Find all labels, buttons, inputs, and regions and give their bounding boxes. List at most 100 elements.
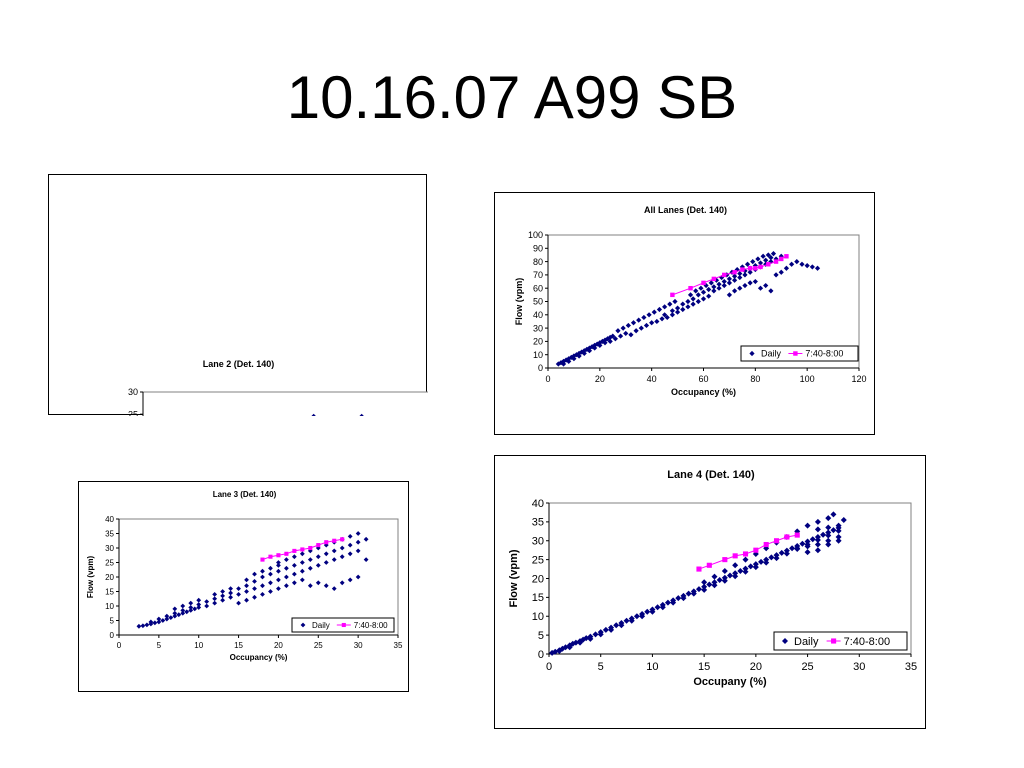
data-point xyxy=(315,563,321,568)
data-point xyxy=(180,607,186,613)
data-point xyxy=(799,540,806,547)
data-point xyxy=(773,272,779,278)
data-point xyxy=(732,270,737,275)
data-point xyxy=(721,567,728,574)
plot-area xyxy=(142,391,428,416)
y-tick-label: 10 xyxy=(533,350,543,360)
data-point xyxy=(212,596,218,602)
data-point xyxy=(662,312,668,318)
data-point xyxy=(722,557,728,563)
data-point xyxy=(784,534,790,540)
data-point xyxy=(276,563,281,568)
data-point xyxy=(592,631,599,638)
data-point xyxy=(732,570,739,577)
data-point xyxy=(639,613,646,620)
y-tick-label: 5 xyxy=(538,630,544,642)
data-point xyxy=(722,272,727,278)
x-tick-label: 20 xyxy=(750,661,762,673)
data-point xyxy=(276,568,281,574)
legend: Daily 7:40-8:00 xyxy=(773,631,908,651)
y-tick-label: 25 xyxy=(128,409,138,416)
data-point xyxy=(172,610,178,616)
data-point xyxy=(618,622,625,629)
y-tick-label: 70 xyxy=(533,270,543,280)
x-tick-label: 30 xyxy=(853,661,865,673)
data-point xyxy=(814,547,821,554)
y-tick-label: 10 xyxy=(532,611,544,623)
data-point xyxy=(753,547,759,553)
chart-all-lanes: All Lanes (Det. 140) 0 10 20 30 40 50 60 70 80 90 1… xyxy=(494,192,875,435)
data-point xyxy=(701,586,708,593)
data-point xyxy=(152,620,158,626)
data-point xyxy=(794,545,801,552)
x-axis-label: Occupancy (%) xyxy=(671,387,736,397)
slide-title: 10.16.07 A99 SB xyxy=(286,64,738,131)
data-point xyxy=(188,607,194,613)
data-point xyxy=(347,542,353,548)
data-point xyxy=(196,597,202,603)
chart-lane4: Lane 4 (Det. 140) 0 5 10 15 20 25 30 35 40 0 5 10 15 2… xyxy=(494,455,926,729)
x-tick-label: 40 xyxy=(647,374,657,384)
y-axis-label: Flow (vpm) xyxy=(514,278,524,326)
data-point xyxy=(339,580,345,586)
data-point xyxy=(172,613,178,619)
y-tick-label: 30 xyxy=(128,387,138,397)
plot-area xyxy=(548,502,912,655)
x-tick-label: 10 xyxy=(194,641,203,650)
legend-marker-daily xyxy=(300,622,306,628)
data-point xyxy=(176,612,182,618)
data-point xyxy=(742,568,749,575)
data-point xyxy=(773,259,779,264)
data-point xyxy=(284,583,289,589)
data-point xyxy=(649,608,656,615)
data-point xyxy=(244,577,249,583)
y-axis-label: Flow (vpm) xyxy=(86,556,95,599)
y-tick-label: 50 xyxy=(533,297,543,307)
data-point xyxy=(732,553,738,559)
y-tick-label: 40 xyxy=(533,310,543,320)
data-point xyxy=(675,595,682,602)
data-point xyxy=(340,537,345,542)
data-point xyxy=(636,317,642,323)
data-point xyxy=(773,555,780,562)
data-point xyxy=(331,557,337,562)
data-point xyxy=(562,644,569,651)
data-point xyxy=(260,574,265,580)
data-point xyxy=(608,626,615,633)
data-point xyxy=(359,413,364,416)
data-point xyxy=(315,554,321,560)
data-point xyxy=(644,608,651,615)
data-point xyxy=(711,284,717,290)
series-peak xyxy=(696,532,800,572)
data-point xyxy=(760,253,766,259)
chart-lane4-svg: Lane 4 (Det. 140) 0 5 10 15 20 25 30 35 40 0 5 10 15 2… xyxy=(508,469,917,688)
data-point xyxy=(156,619,162,625)
legend: Daily 7:40-8:00 xyxy=(291,617,395,633)
data-point xyxy=(742,565,749,572)
data-point xyxy=(252,571,257,577)
data-point xyxy=(307,565,313,571)
data-point xyxy=(212,592,218,597)
data-point xyxy=(747,563,754,570)
x-tick-label: 30 xyxy=(354,641,363,650)
data-point xyxy=(276,586,281,591)
y-tick-label: 100 xyxy=(528,230,543,240)
series-peak xyxy=(670,254,789,298)
data-point xyxy=(814,518,821,525)
data-point xyxy=(840,516,847,523)
chart-title: All Lanes (Det. 140) xyxy=(644,205,727,215)
data-point xyxy=(804,543,811,550)
data-point xyxy=(696,566,702,572)
data-point xyxy=(331,548,337,554)
data-point xyxy=(814,536,821,543)
data-point xyxy=(292,548,297,553)
data-point xyxy=(323,583,329,589)
legend: Daily 7:40-8:00 xyxy=(740,345,859,362)
data-point xyxy=(315,580,321,586)
data-point xyxy=(789,261,795,267)
data-point xyxy=(835,533,842,540)
data-point xyxy=(268,589,273,594)
y-tick-label: 20 xyxy=(533,337,543,347)
data-point xyxy=(260,592,265,597)
data-point xyxy=(700,289,707,295)
